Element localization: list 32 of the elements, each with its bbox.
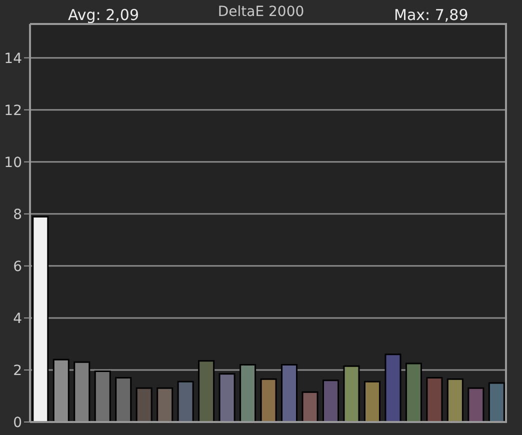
- bar: [322, 380, 339, 422]
- bar: [446, 378, 464, 422]
- y-tick-label: 2: [13, 362, 22, 379]
- bar: [218, 373, 236, 422]
- bar: [115, 377, 132, 422]
- bar: [488, 382, 505, 422]
- bar: [156, 387, 174, 422]
- bar: [281, 364, 298, 422]
- y-tick-label: 6: [13, 258, 22, 275]
- bar: [384, 354, 402, 422]
- y-tick-label: 12: [4, 102, 22, 119]
- y-tick-label: 10: [4, 154, 22, 171]
- chart-title: DeltaE 2000: [218, 4, 304, 20]
- y-tick-label: 0: [13, 414, 22, 431]
- bar: [260, 378, 277, 422]
- bar: [240, 364, 256, 422]
- bar: [94, 370, 111, 422]
- bar: [302, 391, 318, 422]
- bar: [468, 387, 484, 422]
- bar: [198, 360, 215, 422]
- bar: [343, 365, 360, 422]
- y-tick-label: 14: [4, 50, 22, 67]
- annotation: Max: 7,89: [394, 6, 468, 24]
- bar: [177, 380, 194, 422]
- bar: [32, 216, 49, 422]
- bar: [405, 362, 422, 422]
- y-tick-label: 8: [13, 206, 22, 223]
- bar: [136, 387, 152, 422]
- bar: [364, 380, 380, 422]
- annotation: Avg: 2,09: [68, 6, 140, 24]
- y-tick-label: 4: [13, 310, 22, 327]
- bar: [426, 377, 443, 422]
